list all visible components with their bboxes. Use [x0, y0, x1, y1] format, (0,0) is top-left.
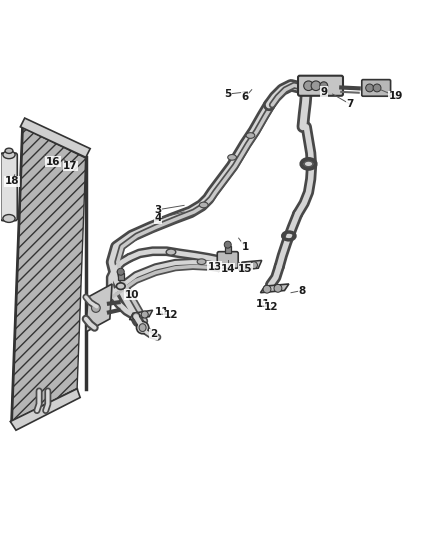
Text: 1: 1	[242, 242, 249, 252]
Text: 16: 16	[46, 157, 60, 167]
FancyBboxPatch shape	[298, 76, 343, 96]
Circle shape	[224, 241, 231, 248]
Ellipse shape	[228, 155, 237, 160]
Circle shape	[304, 81, 313, 91]
Bar	[118, 272, 124, 280]
Circle shape	[320, 82, 328, 90]
Polygon shape	[86, 284, 112, 332]
Text: 15: 15	[238, 264, 252, 273]
Polygon shape	[239, 261, 262, 270]
Ellipse shape	[5, 148, 13, 154]
Text: 2: 2	[150, 329, 157, 339]
Text: 9: 9	[320, 87, 327, 97]
Text: 11: 11	[155, 308, 170, 317]
FancyBboxPatch shape	[1, 153, 17, 221]
Ellipse shape	[117, 283, 125, 289]
Polygon shape	[20, 118, 90, 157]
Text: 19: 19	[389, 91, 403, 101]
Polygon shape	[12, 127, 86, 422]
Text: 14: 14	[220, 264, 235, 273]
Text: 8: 8	[298, 286, 306, 295]
Text: 5: 5	[224, 89, 231, 99]
Text: 12: 12	[164, 310, 178, 320]
Ellipse shape	[3, 215, 15, 222]
Text: 6: 6	[242, 92, 249, 102]
Text: 13: 13	[207, 262, 222, 271]
Text: 3: 3	[154, 205, 162, 215]
Text: 4: 4	[154, 214, 162, 223]
Circle shape	[141, 311, 148, 318]
Polygon shape	[11, 389, 80, 430]
Circle shape	[241, 263, 248, 270]
Text: 18: 18	[5, 176, 19, 187]
Circle shape	[274, 285, 282, 292]
Circle shape	[251, 262, 258, 269]
Ellipse shape	[197, 259, 206, 264]
Ellipse shape	[3, 151, 15, 159]
Text: 7: 7	[346, 99, 353, 109]
Circle shape	[311, 81, 321, 91]
Ellipse shape	[199, 202, 208, 208]
Circle shape	[117, 268, 124, 275]
Circle shape	[366, 84, 374, 92]
Ellipse shape	[137, 321, 149, 334]
Circle shape	[133, 313, 140, 320]
FancyBboxPatch shape	[217, 252, 238, 268]
Polygon shape	[261, 284, 289, 293]
Polygon shape	[130, 310, 152, 320]
Ellipse shape	[246, 133, 255, 139]
Ellipse shape	[304, 161, 313, 167]
Circle shape	[373, 84, 381, 92]
Text: 12: 12	[264, 302, 279, 312]
Text: 17: 17	[63, 161, 78, 171]
FancyBboxPatch shape	[362, 79, 391, 96]
Text: 10: 10	[124, 290, 139, 300]
Circle shape	[92, 304, 100, 312]
Ellipse shape	[139, 324, 146, 332]
Bar	[225, 246, 231, 253]
Ellipse shape	[166, 249, 176, 255]
Text: 11: 11	[255, 298, 270, 309]
Circle shape	[263, 285, 271, 293]
